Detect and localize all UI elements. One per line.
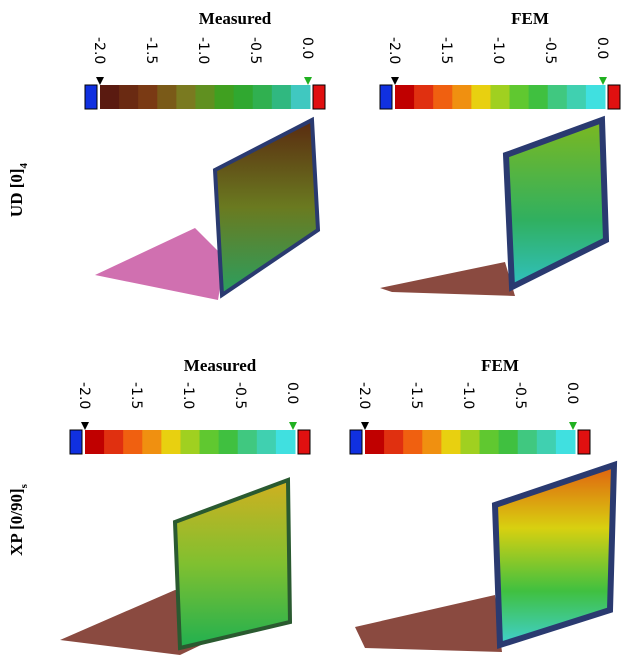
colorbar-tick-label: -0.5 xyxy=(232,382,248,409)
row-label: UD [0]4 xyxy=(7,162,30,217)
plate xyxy=(172,477,293,651)
colorbar-tick-label: -1.5 xyxy=(438,37,454,64)
row-label-text: XP [0/90] xyxy=(7,488,26,556)
colorbar-segment xyxy=(180,430,201,454)
colorbar-segment xyxy=(100,85,120,109)
colorbar-segment xyxy=(433,85,453,109)
colorbar-segment xyxy=(585,85,606,109)
colorbar-segment xyxy=(161,430,181,454)
colorbar-segment xyxy=(195,85,216,109)
colorbar-tick-label: 0.0 xyxy=(594,37,610,59)
colorbar-segment xyxy=(403,430,423,454)
colorbar-tick-label: -1.5 xyxy=(143,37,159,64)
shapes xyxy=(60,115,618,655)
colorbar-max xyxy=(607,84,621,110)
colorbar-segment xyxy=(490,85,511,109)
colorbar-tick-label: -2.0 xyxy=(91,37,107,64)
marker xyxy=(304,77,312,85)
colorbar-segment xyxy=(275,430,296,454)
colorbar-tick-label: -1.0 xyxy=(195,37,211,64)
colorbar-tick-label: -0.5 xyxy=(512,382,528,409)
row-label: XP [0/90]s xyxy=(7,483,30,556)
colorbar-segment xyxy=(157,85,177,109)
colorbar-segment xyxy=(395,85,415,109)
colorbar-segment xyxy=(414,85,434,109)
colorbar-segment xyxy=(256,430,277,454)
colorbar-segment xyxy=(555,430,576,454)
colorbar-segment xyxy=(566,85,587,109)
colorbar-segment xyxy=(517,430,538,454)
colorbar-tick-label: -2.0 xyxy=(76,382,92,409)
colorbar-tick-label: -0.5 xyxy=(247,37,263,64)
colorbar-segment xyxy=(460,430,481,454)
panel-title: FEM xyxy=(511,9,549,28)
colorbar-max xyxy=(297,429,311,455)
colorbar-max xyxy=(577,429,591,455)
colorbar-segment xyxy=(471,85,491,109)
colorbar-segment xyxy=(237,430,258,454)
colorbar-segment xyxy=(290,85,311,109)
colorbar-min xyxy=(84,84,98,110)
row-label-subscript: s xyxy=(18,483,30,488)
colorbar-max xyxy=(312,84,326,110)
colorbar-tick-label: -1.0 xyxy=(460,382,476,409)
colorbar-segment xyxy=(509,85,530,109)
colorbar-segment xyxy=(452,85,472,109)
colorbar-segment xyxy=(119,85,139,109)
colorbar-segment xyxy=(365,430,385,454)
colorbar-segment xyxy=(138,85,158,109)
plate xyxy=(491,460,618,650)
colorbar-tick-label: -1.5 xyxy=(128,382,144,409)
colorbar-tick-label: 0.0 xyxy=(564,382,580,404)
colorbar-segment xyxy=(498,430,519,454)
colorbar-min xyxy=(379,84,393,110)
colorbar-tick-label: -1.0 xyxy=(180,382,196,409)
colorbar-segment xyxy=(479,430,500,454)
plate xyxy=(502,115,610,292)
colorbar-tick-label: -0.5 xyxy=(542,37,558,64)
colorbar-tick-label: -2.0 xyxy=(386,37,402,64)
colorbar-segment xyxy=(422,430,442,454)
colorbar-tick-label: -1.5 xyxy=(408,382,424,409)
colorbar-segment xyxy=(176,85,196,109)
floor xyxy=(355,595,502,652)
colorbar-segment xyxy=(384,430,404,454)
colorbar-segment xyxy=(528,85,549,109)
colorbar-segment xyxy=(218,430,239,454)
colorbar-tick-label: -1.0 xyxy=(490,37,506,64)
colorbar-tick-label: 0.0 xyxy=(299,37,315,59)
colorbar-segment xyxy=(199,430,220,454)
marker xyxy=(289,422,297,430)
colorbar-segment xyxy=(441,430,461,454)
colorbar-segment xyxy=(85,430,105,454)
colorbar-segment xyxy=(214,85,235,109)
colorbar-segment xyxy=(536,430,557,454)
marker xyxy=(391,77,399,85)
plate xyxy=(212,116,321,299)
colorbar-segment xyxy=(104,430,124,454)
colorbar-tick-label: 0.0 xyxy=(284,382,300,404)
panel-title: Measured xyxy=(184,356,257,375)
colorbar-min xyxy=(349,429,363,455)
marker xyxy=(96,77,104,85)
floor xyxy=(95,228,225,300)
marker xyxy=(569,422,577,430)
colorbar-tick-label: -2.0 xyxy=(356,382,372,409)
row-label-text: UD [0] xyxy=(7,168,26,217)
colorbar-segment xyxy=(547,85,568,109)
colorbar-segment xyxy=(142,430,162,454)
colorbar-segment xyxy=(271,85,292,109)
colorbar-min xyxy=(69,429,83,455)
row-label-subscript: 4 xyxy=(18,162,30,168)
marker xyxy=(599,77,607,85)
panel-title: FEM xyxy=(481,356,519,375)
panel-title: Measured xyxy=(199,9,272,28)
colorbar-segment xyxy=(233,85,254,109)
marker xyxy=(361,422,369,430)
marker xyxy=(81,422,89,430)
colorbar-segment xyxy=(252,85,273,109)
colorbar-segment xyxy=(123,430,143,454)
floor xyxy=(380,262,515,296)
